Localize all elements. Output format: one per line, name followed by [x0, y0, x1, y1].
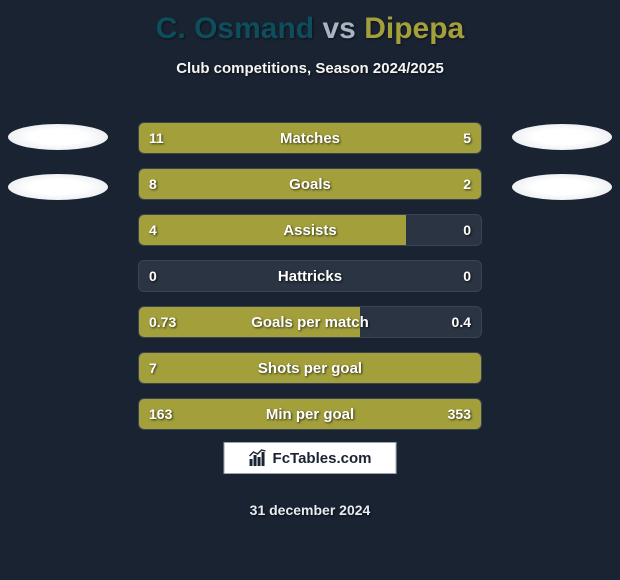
stat-value-right: 0 [453, 261, 481, 291]
player-right-name: Dipepa [364, 12, 464, 45]
stat-row: Goals8 2 [138, 168, 482, 200]
stat-label: Matches [139, 123, 481, 153]
player-left-name: C. Osmand [156, 12, 314, 45]
subtitle: Club competitions, Season 2024/2025 [0, 60, 620, 77]
player-left-avatar [8, 124, 108, 150]
stat-label: Shots per goal [139, 353, 481, 383]
stat-label: Min per goal [139, 399, 481, 429]
stat-value-left: 7 [139, 353, 167, 383]
stat-value-left: 0 [139, 261, 167, 291]
stat-row: Matches11 5 [138, 122, 482, 154]
player-right-club-badge [512, 174, 612, 200]
stat-label: Hattricks [139, 261, 481, 291]
stat-row: Goals per match0.73 0.4 [138, 306, 482, 338]
stat-value-left: 11 [139, 123, 174, 153]
stat-row: Hattricks0 0 [138, 260, 482, 292]
stat-row: Min per goal163 353 [138, 398, 482, 430]
page-title: C. Osmand vs Dipepa [0, 0, 620, 46]
brand-badge[interactable]: FcTables.com [224, 442, 397, 474]
stat-label: Goals per match [139, 307, 481, 337]
vs-label: vs [322, 12, 355, 45]
stat-value-right: 5 [453, 123, 481, 153]
brand-text: FcTables.com [273, 450, 372, 467]
stat-value-right: 0.4 [442, 307, 481, 337]
stat-label: Goals [139, 169, 481, 199]
stat-value-left: 8 [139, 169, 167, 199]
date-label: 31 december 2024 [0, 502, 620, 518]
stat-value-left: 163 [139, 399, 182, 429]
chart-bars-icon [249, 449, 267, 467]
stat-value-right: 2 [453, 169, 481, 199]
stat-value-right: 0 [453, 215, 481, 245]
stat-row: Assists4 0 [138, 214, 482, 246]
stat-value-left: 4 [139, 215, 167, 245]
player-left-club-badge [8, 174, 108, 200]
comparison-card: C. Osmand vs Dipepa Club competitions, S… [0, 0, 620, 580]
stats-bars: Matches115Goals82Assists40Hattricks00Goa… [138, 122, 482, 444]
player-right-avatar [512, 124, 612, 150]
stat-value-right [461, 353, 481, 383]
stat-label: Assists [139, 215, 481, 245]
stat-value-right: 353 [438, 399, 481, 429]
stat-value-left: 0.73 [139, 307, 186, 337]
stat-row: Shots per goal7 [138, 352, 482, 384]
